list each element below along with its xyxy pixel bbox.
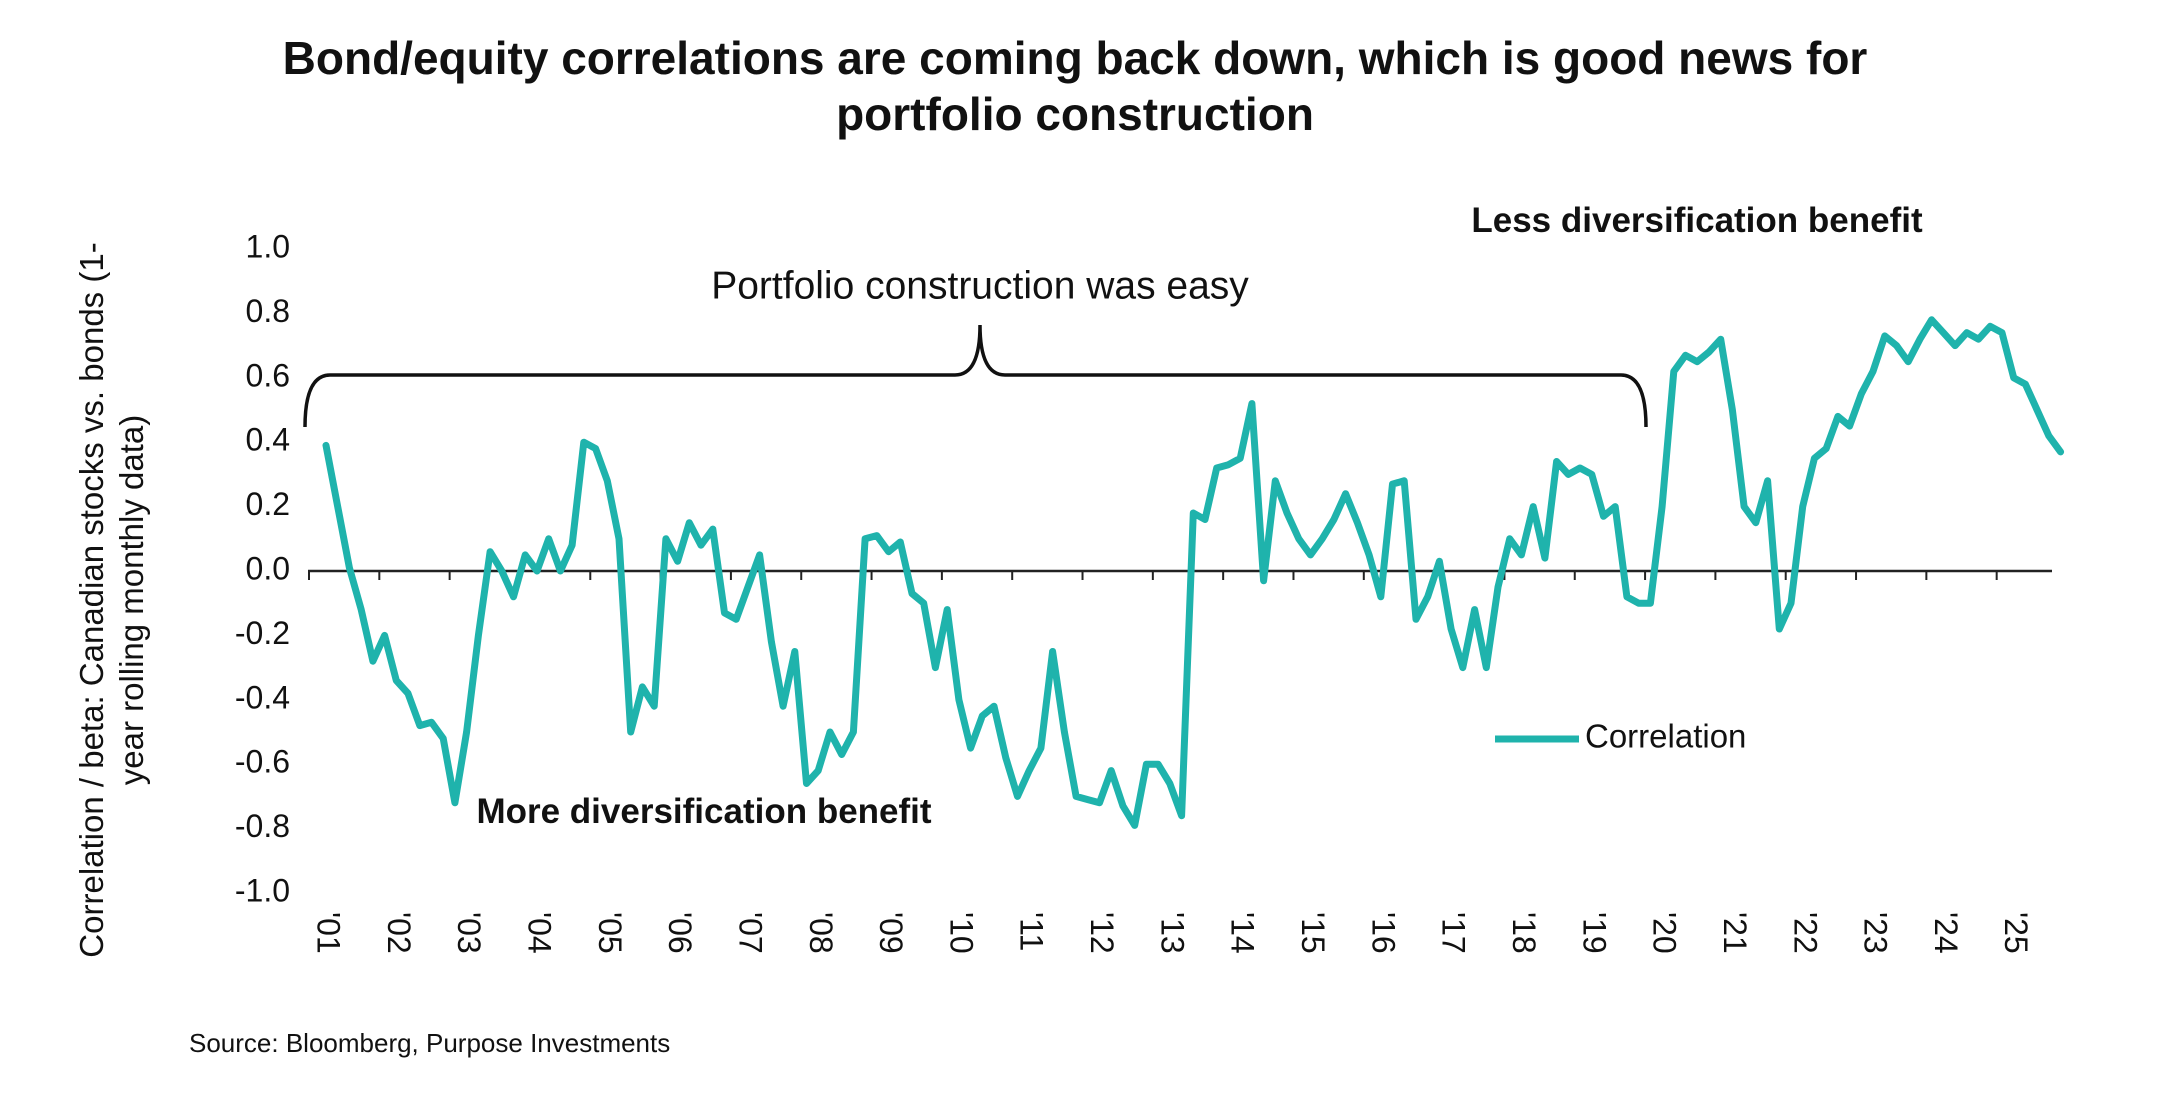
x-tick-label: '05	[592, 912, 628, 954]
y-tick-label: 1.0	[246, 228, 290, 264]
x-tick-label: '01	[311, 912, 347, 954]
x-tick-label: '12	[1084, 912, 1120, 954]
x-tick-label: '02	[381, 912, 417, 954]
chart-title: Bond/equity correlations are coming back…	[282, 32, 1868, 140]
annotation: More diversification benefit	[476, 792, 932, 831]
y-tick-label: 0.8	[246, 293, 290, 329]
data-line	[322, 316, 2065, 829]
x-tick-label: '08	[803, 912, 839, 954]
x-tick-label: '24	[1928, 912, 1964, 954]
x-tick-label: '17	[1436, 912, 1472, 954]
x-tick-label: '16	[1365, 912, 1401, 954]
x-tick-label: '18	[1506, 912, 1542, 954]
brace	[303, 324, 1648, 428]
x-tick-label: '22	[1787, 912, 1823, 954]
x-tick-label: '07	[732, 912, 768, 954]
annotation: Portfolio construction was easy	[711, 264, 1249, 307]
y-tick-label: 0.6	[246, 357, 290, 393]
y-tick-label: 0.4	[246, 422, 290, 458]
x-tick-label: '20	[1647, 912, 1683, 954]
y-tick-label: 0.0	[246, 550, 290, 586]
x-tick-label: '19	[1576, 912, 1612, 954]
x-tick-label: '15	[1295, 912, 1331, 954]
y-tick-label: -0.8	[235, 808, 290, 844]
y-tick-label: 0.2	[246, 486, 290, 522]
x-tick-label: '13	[1154, 912, 1190, 954]
x-tick-label: '11	[1014, 912, 1050, 951]
y-tick-label: -0.4	[235, 679, 290, 715]
x-tick-label: '25	[1998, 912, 2034, 954]
source-note: Source: Bloomberg, Purpose Investments	[189, 1028, 671, 1058]
x-tick-label: '04	[522, 912, 558, 954]
y-tick-label: -0.6	[235, 744, 290, 780]
legend-label: Correlation	[1585, 718, 1746, 755]
y-tick-label: -0.2	[235, 615, 290, 651]
x-tick-label: '21	[1717, 912, 1753, 954]
x-tick-label: '03	[451, 912, 487, 954]
y-tick-label: -1.0	[235, 872, 290, 908]
x-tick-label: '09	[873, 912, 909, 954]
x-tick-label: '06	[662, 912, 698, 954]
x-tick-label: '14	[1225, 912, 1261, 954]
x-tick-label: '23	[1858, 912, 1894, 954]
x-tick-label: '10	[943, 912, 979, 954]
annotation: Less diversification benefit	[1471, 201, 1923, 240]
